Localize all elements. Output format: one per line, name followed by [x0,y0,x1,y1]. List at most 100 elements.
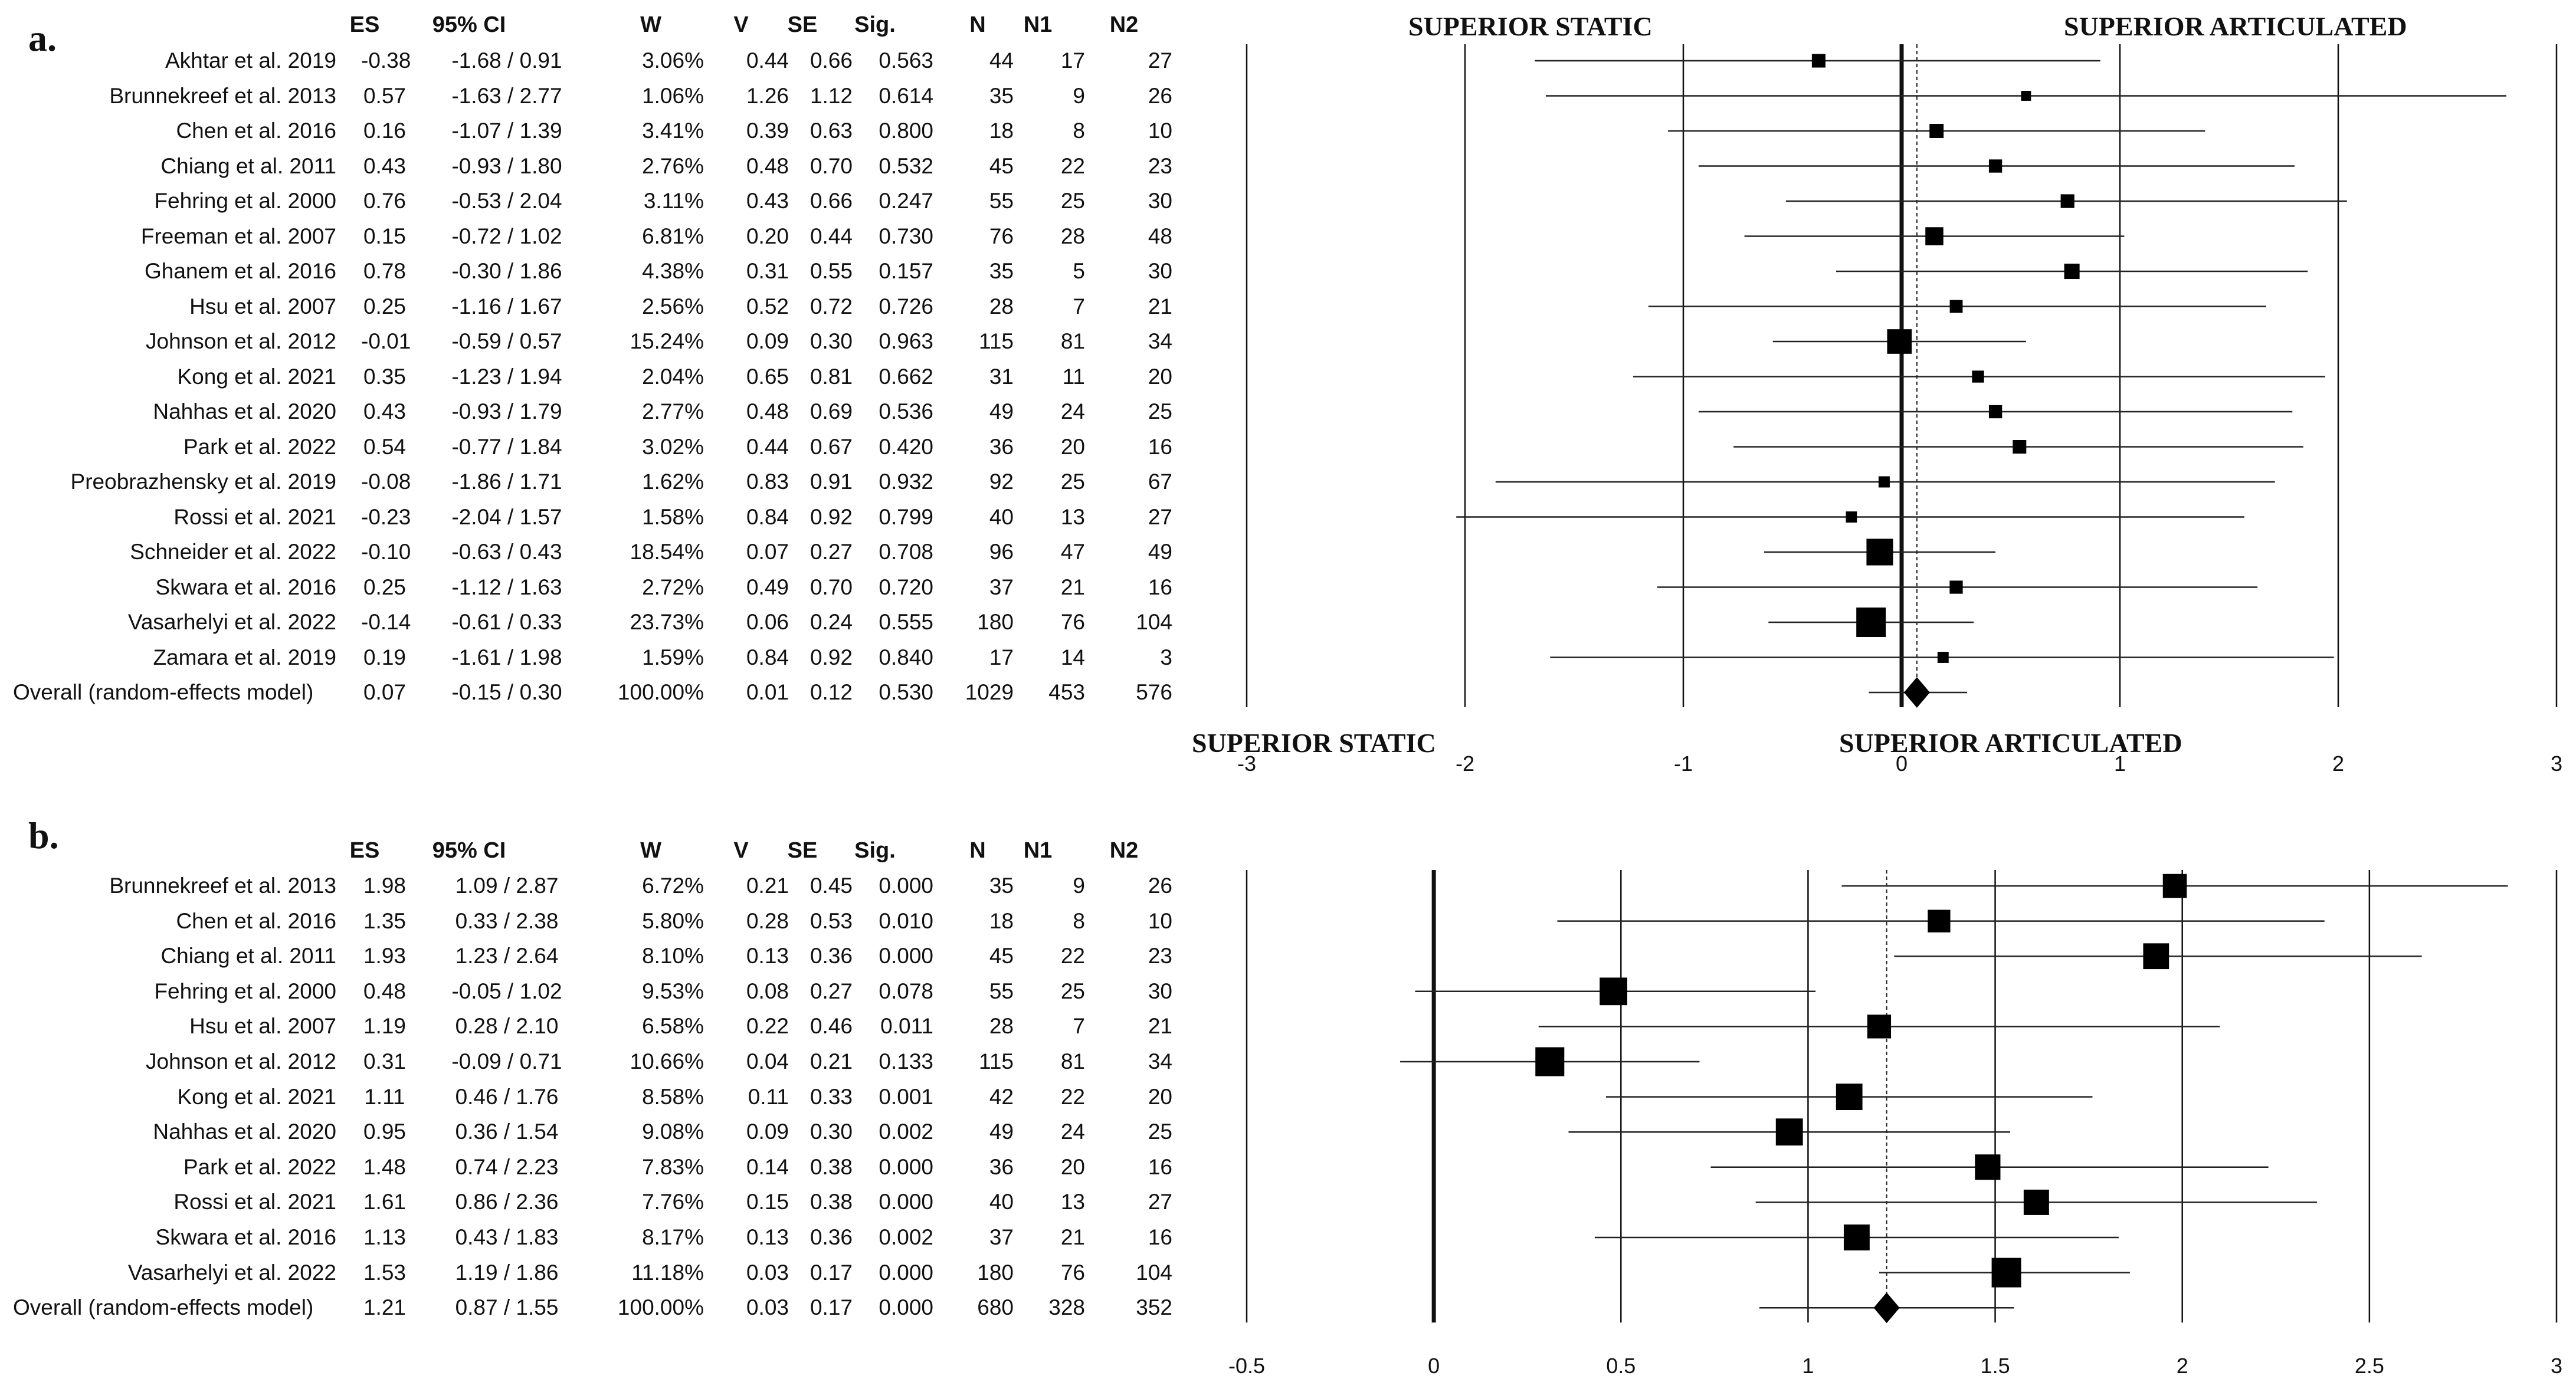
cell-se: 0.66 [809,48,853,73]
cell-ci: 0.43 / 1.83 [455,1225,559,1249]
cell-n: 36 [989,1154,1014,1179]
cell-w: 5.80% [642,908,704,933]
cell-n1: 20 [1060,1154,1085,1179]
cell-w: 9.53% [642,979,704,1003]
cell-v: 0.48 [746,153,789,178]
cell-v: 0.14 [746,1154,789,1179]
cell-n2: 27 [1148,48,1172,73]
cell-sig: 0.536 [879,399,933,423]
cell-w: 6.81% [642,224,704,248]
cell-ci: 0.86 / 2.36 [455,1190,559,1214]
cell-sig: 0.011 [880,1014,933,1039]
cell-es: 0.16 [363,119,406,143]
cell-v: 0.15 [746,1190,789,1214]
cell-es: 1.21 [363,1295,406,1320]
cell-es: 0.78 [363,259,406,283]
x-tick-label: -2 [1456,751,1474,776]
study-name: Kong et al. 2021 [177,1084,337,1109]
overall-diamond [1903,677,1930,708]
column-header: Sig. [854,12,896,37]
cell-w: 6.58% [642,1014,704,1039]
cell-v: 0.08 [746,979,789,1003]
cell-es: 0.76 [363,189,406,213]
cell-se: 0.27 [809,540,853,564]
effect-marker [1988,405,2003,419]
cell-n2: 10 [1148,119,1172,143]
cell-es: -0.10 [361,540,411,564]
cell-se: 0.24 [809,610,853,634]
cell-sig: 0.730 [879,224,933,248]
left-direction-title: SUPERIOR STATIC [1192,728,1436,758]
cell-w: 3.11% [643,189,704,213]
cell-n: 40 [989,504,1014,529]
effect-marker [1866,539,1893,566]
cell-sig: 0.002 [879,1119,933,1144]
cell-w: 11.18% [631,1260,704,1285]
cell-w: 15.24% [630,329,704,353]
cell-se: 0.38 [809,1154,853,1179]
cell-n1: 5 [1073,259,1085,283]
cell-n2: 104 [1136,1260,1172,1285]
cell-n1: 22 [1060,1084,1085,1109]
cell-se: 0.92 [809,645,853,669]
column-header: N1 [1023,838,1053,863]
right-direction-title: SUPERIOR ARTICULATED [1839,728,2182,758]
cell-ci: -0.59 / 0.57 [451,329,562,353]
cell-es: 1.48 [363,1154,406,1179]
cell-n: 1029 [965,680,1014,704]
cell-es: 0.31 [363,1049,406,1073]
cell-es: 0.48 [363,979,406,1003]
cell-v: 0.83 [746,470,789,494]
cell-se: 0.38 [809,1190,853,1214]
cell-n: 180 [977,610,1014,634]
cell-sig: 0.000 [879,1295,933,1320]
cell-es: 0.15 [363,224,406,248]
cell-n1: 76 [1060,610,1085,634]
cell-es: 0.25 [363,294,406,319]
study-name: Fehring et al. 2000 [154,189,336,213]
cell-es: 1.19 [363,1014,406,1039]
effect-marker [1846,511,1857,523]
cell-se: 0.66 [809,189,853,213]
column-header: N1 [1023,12,1053,37]
cell-w: 1.62% [642,470,704,494]
cell-sig: 0.614 [879,83,933,108]
cell-n1: 13 [1060,1190,1085,1214]
cell-n2: 16 [1148,1225,1172,1249]
x-tick-label: 0 [1896,751,1908,776]
cell-w: 100.00% [617,1295,704,1320]
cell-sig: 0.530 [879,680,933,704]
cell-v: 0.39 [746,119,789,143]
cell-n2: 16 [1148,434,1172,459]
effect-marker [1856,608,1886,637]
cell-se: 0.70 [809,574,853,599]
cell-n: 45 [989,153,1014,178]
forest-plot: -3 -2 -1 0 1 2 3 SUPERIOR STATIC SUPERIOR ARTICU… [1210,0,2576,776]
cell-n: 680 [977,1295,1014,1320]
cell-es: 0.25 [363,574,406,599]
cell-v: 0.48 [746,399,789,423]
results-table: ES 95% CI W V SE Sig. N N1 N2 Akhtar et al. 2019-… [0,0,1210,704]
cell-v: 0.09 [746,329,789,353]
cell-es: 0.57 [363,83,406,108]
x-tick-label: 1.5 [1981,1354,2010,1378]
cell-v: 0.13 [746,1225,789,1249]
cell-n1: 24 [1060,1119,1085,1144]
cell-n1: 328 [1048,1295,1085,1320]
x-tick-label: 3 [2551,1354,2562,1378]
results-table: ES 95% CI W V SE Sig. N N1 N2 Brunnekreef et al. … [0,696,1210,1392]
cell-sig: 0.563 [879,48,933,73]
cell-v: 0.84 [746,504,789,529]
cell-w: 10.66% [630,1049,704,1073]
cell-n2: 27 [1148,504,1172,529]
cell-n2: 25 [1148,399,1172,423]
cell-sig: 0.247 [879,189,933,213]
cell-n1: 25 [1060,979,1085,1003]
study-name: Nahhas et al. 2020 [153,1119,336,1144]
cell-v: 0.84 [746,645,789,669]
x-tick-label: 0.5 [1606,1354,1636,1378]
cell-w: 2.56% [642,294,704,319]
cell-ci: -0.30 / 1.86 [451,259,562,283]
cell-n: 37 [989,1225,1014,1249]
panel-label: a. [28,17,57,59]
